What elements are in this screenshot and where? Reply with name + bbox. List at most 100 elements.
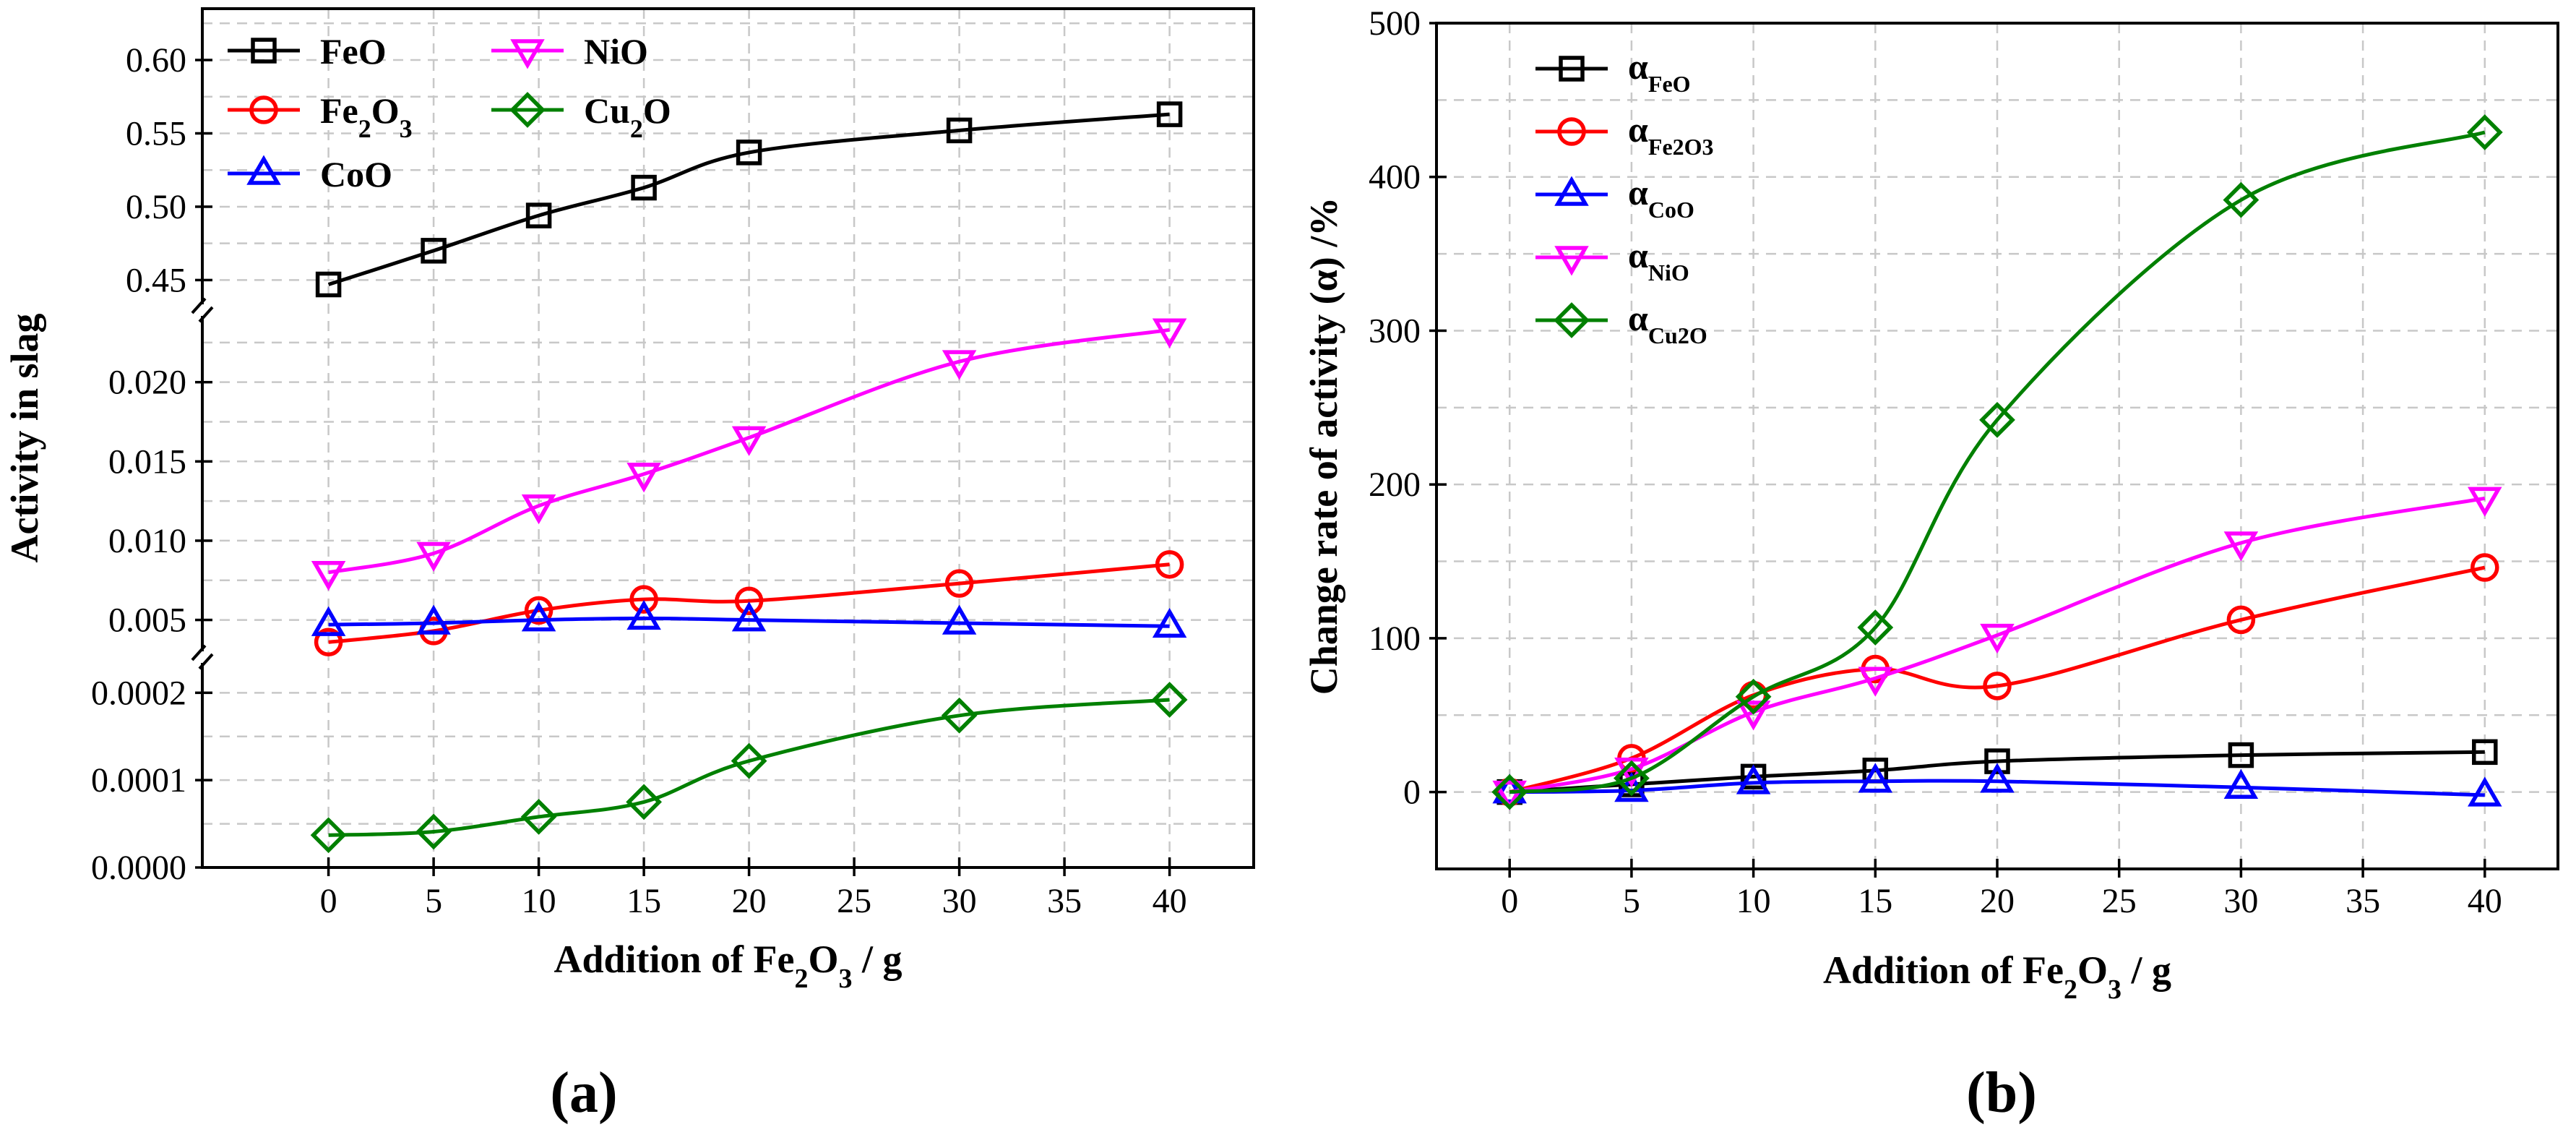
a-point-cu2o-0 (310, 817, 347, 854)
a-legend-symbol-coo-marker (246, 155, 281, 185)
a-ytick-label: 0.0000 (91, 849, 186, 887)
a-point-coo-20 (731, 601, 767, 632)
a-legend-label-nio: NiO (584, 31, 648, 72)
a-legend-symbol-fe2o3-marker (249, 95, 278, 124)
b-point--feo-20 (1984, 748, 2010, 774)
a-point-feo-0 (315, 271, 342, 298)
a-point-cu2o-5 (415, 813, 452, 850)
a-xtick-label: 25 (837, 882, 871, 920)
b-xtick-label: 35 (2345, 882, 2380, 920)
b-xtick-label: 30 (2223, 882, 2258, 920)
b-point--coo-10 (1736, 764, 1771, 794)
b-point--feo-40 (2472, 739, 2498, 766)
a-panel-label: (a) (550, 1061, 617, 1125)
a-ytick-label: 0.015 (108, 442, 186, 481)
a-axis-break-1-2 (198, 653, 214, 670)
b-xtick-label: 20 (1980, 882, 2015, 920)
a-point-feo-30 (946, 117, 973, 144)
a-x-axis-title: Addition of Fe2O3 / g (553, 938, 902, 994)
b-series-line--fe2o3 (1509, 565, 2486, 794)
a-point-feo-5 (421, 238, 447, 264)
b-legend-symbol--feo-marker (1559, 56, 1585, 82)
a-point-fe2o3-10 (524, 596, 553, 625)
a-point-feo-15 (631, 174, 657, 201)
b-point--fe2o3-20 (1983, 672, 2012, 700)
a-point-coo-0 (311, 606, 346, 636)
a-point-nio-10 (521, 494, 556, 525)
a-xtick-label: 30 (942, 882, 977, 920)
b-point--cu2o-5 (1614, 760, 1650, 797)
a-legend-symbol-cu2o (491, 92, 564, 128)
a-legend-symbol-nio (491, 39, 564, 69)
a-ytick-label: 0.020 (108, 364, 186, 402)
b-legend-symbol--coo (1535, 176, 1608, 206)
b-panel-label: (b) (1966, 1061, 2037, 1125)
a-legend-symbol-feo (228, 38, 300, 64)
a-point-fe2o3-15 (629, 585, 658, 614)
b-legend-symbol--feo (1535, 56, 1608, 82)
a-point-nio-15 (626, 463, 661, 493)
a-legend-label-fe2o3: Fe2O3 (320, 90, 413, 143)
a-point-nio-40 (1152, 318, 1187, 348)
a-xtick-label: 5 (425, 882, 442, 920)
a-point-fe2o3-30 (944, 569, 974, 598)
a-ytick-label: 0.50 (126, 188, 186, 226)
b-xtick-label: 0 (1501, 882, 1518, 920)
b-point--fe2o3-30 (2226, 605, 2256, 635)
a-point-fe2o3-20 (734, 586, 764, 616)
a-point-feo-20 (736, 140, 762, 166)
a-axis-break-1-1 (191, 644, 207, 661)
b-ytick-label: 200 (1369, 466, 1421, 504)
b-legend-label--cu2o: αCu2O (1628, 298, 1707, 348)
a-point-feo-40 (1156, 101, 1183, 127)
b-point--cu2o-20 (1979, 401, 2015, 438)
a-legend-symbol-nio-marker (510, 39, 545, 69)
b-ytick-label: 400 (1369, 158, 1421, 197)
a-axis-break-0-2 (198, 306, 214, 323)
b-point--cu2o-10 (1735, 678, 1772, 715)
b-legend-symbol--nio-marker (1554, 246, 1589, 276)
b-legend-label--nio: αNiO (1628, 235, 1689, 286)
a-ytick-label: 0.55 (126, 114, 186, 153)
a-point-fe2o3-0 (314, 627, 343, 657)
a-point-nio-0 (311, 561, 346, 591)
b-point--cu2o-0 (1491, 774, 1528, 810)
a-series-line-feo (327, 112, 1170, 286)
a-legend-label-cu2o: Cu2O (584, 90, 671, 143)
b-ytick-label: 300 (1369, 312, 1421, 350)
a-xtick-label: 40 (1153, 882, 1187, 920)
a-xtick-label: 20 (732, 882, 767, 920)
a-legend-symbol-feo-marker (251, 38, 277, 64)
b-ytick-label: 100 (1369, 620, 1421, 658)
a-series-line-nio (328, 327, 1170, 575)
b-xtick-label: 40 (2468, 882, 2502, 920)
a-xtick-label: 0 (320, 882, 337, 920)
a-axis-break-0-1 (191, 297, 207, 314)
a-ytick-label: 0.005 (108, 601, 186, 640)
b-legend-symbol--coo-marker (1554, 176, 1589, 206)
b-legend-symbol--nio (1535, 246, 1608, 276)
a-legend-symbol-coo (228, 155, 300, 185)
b-point--coo-20 (1980, 763, 2015, 793)
a-series-line-fe2o3 (328, 562, 1170, 644)
a-point-cu2o-15 (626, 784, 662, 820)
b-xtick-label: 25 (2102, 882, 2137, 920)
a-point-feo-10 (525, 202, 552, 228)
b-legend-label--fe2o3: αFe2O3 (1628, 109, 1714, 160)
a-ytick-label: 0.60 (126, 41, 186, 80)
a-point-cu2o-20 (731, 742, 767, 779)
a-point-cu2o-40 (1151, 682, 1188, 718)
a-ytick-label: 0.0002 (91, 674, 186, 712)
a-point-cu2o-30 (941, 697, 978, 734)
b-xtick-label: 5 (1623, 882, 1640, 920)
a-legend-symbol-cu2o-marker (509, 92, 546, 128)
a-xtick-label: 35 (1047, 882, 1082, 920)
a-point-nio-20 (731, 426, 767, 456)
b-point--coo-15 (1858, 763, 1893, 793)
a-point-coo-40 (1152, 607, 1187, 638)
b-point--nio-15 (1858, 667, 1893, 697)
a-point-nio-30 (942, 350, 977, 380)
b-point--fe2o3-40 (2471, 553, 2499, 582)
b-point--nio-40 (2468, 487, 2502, 517)
